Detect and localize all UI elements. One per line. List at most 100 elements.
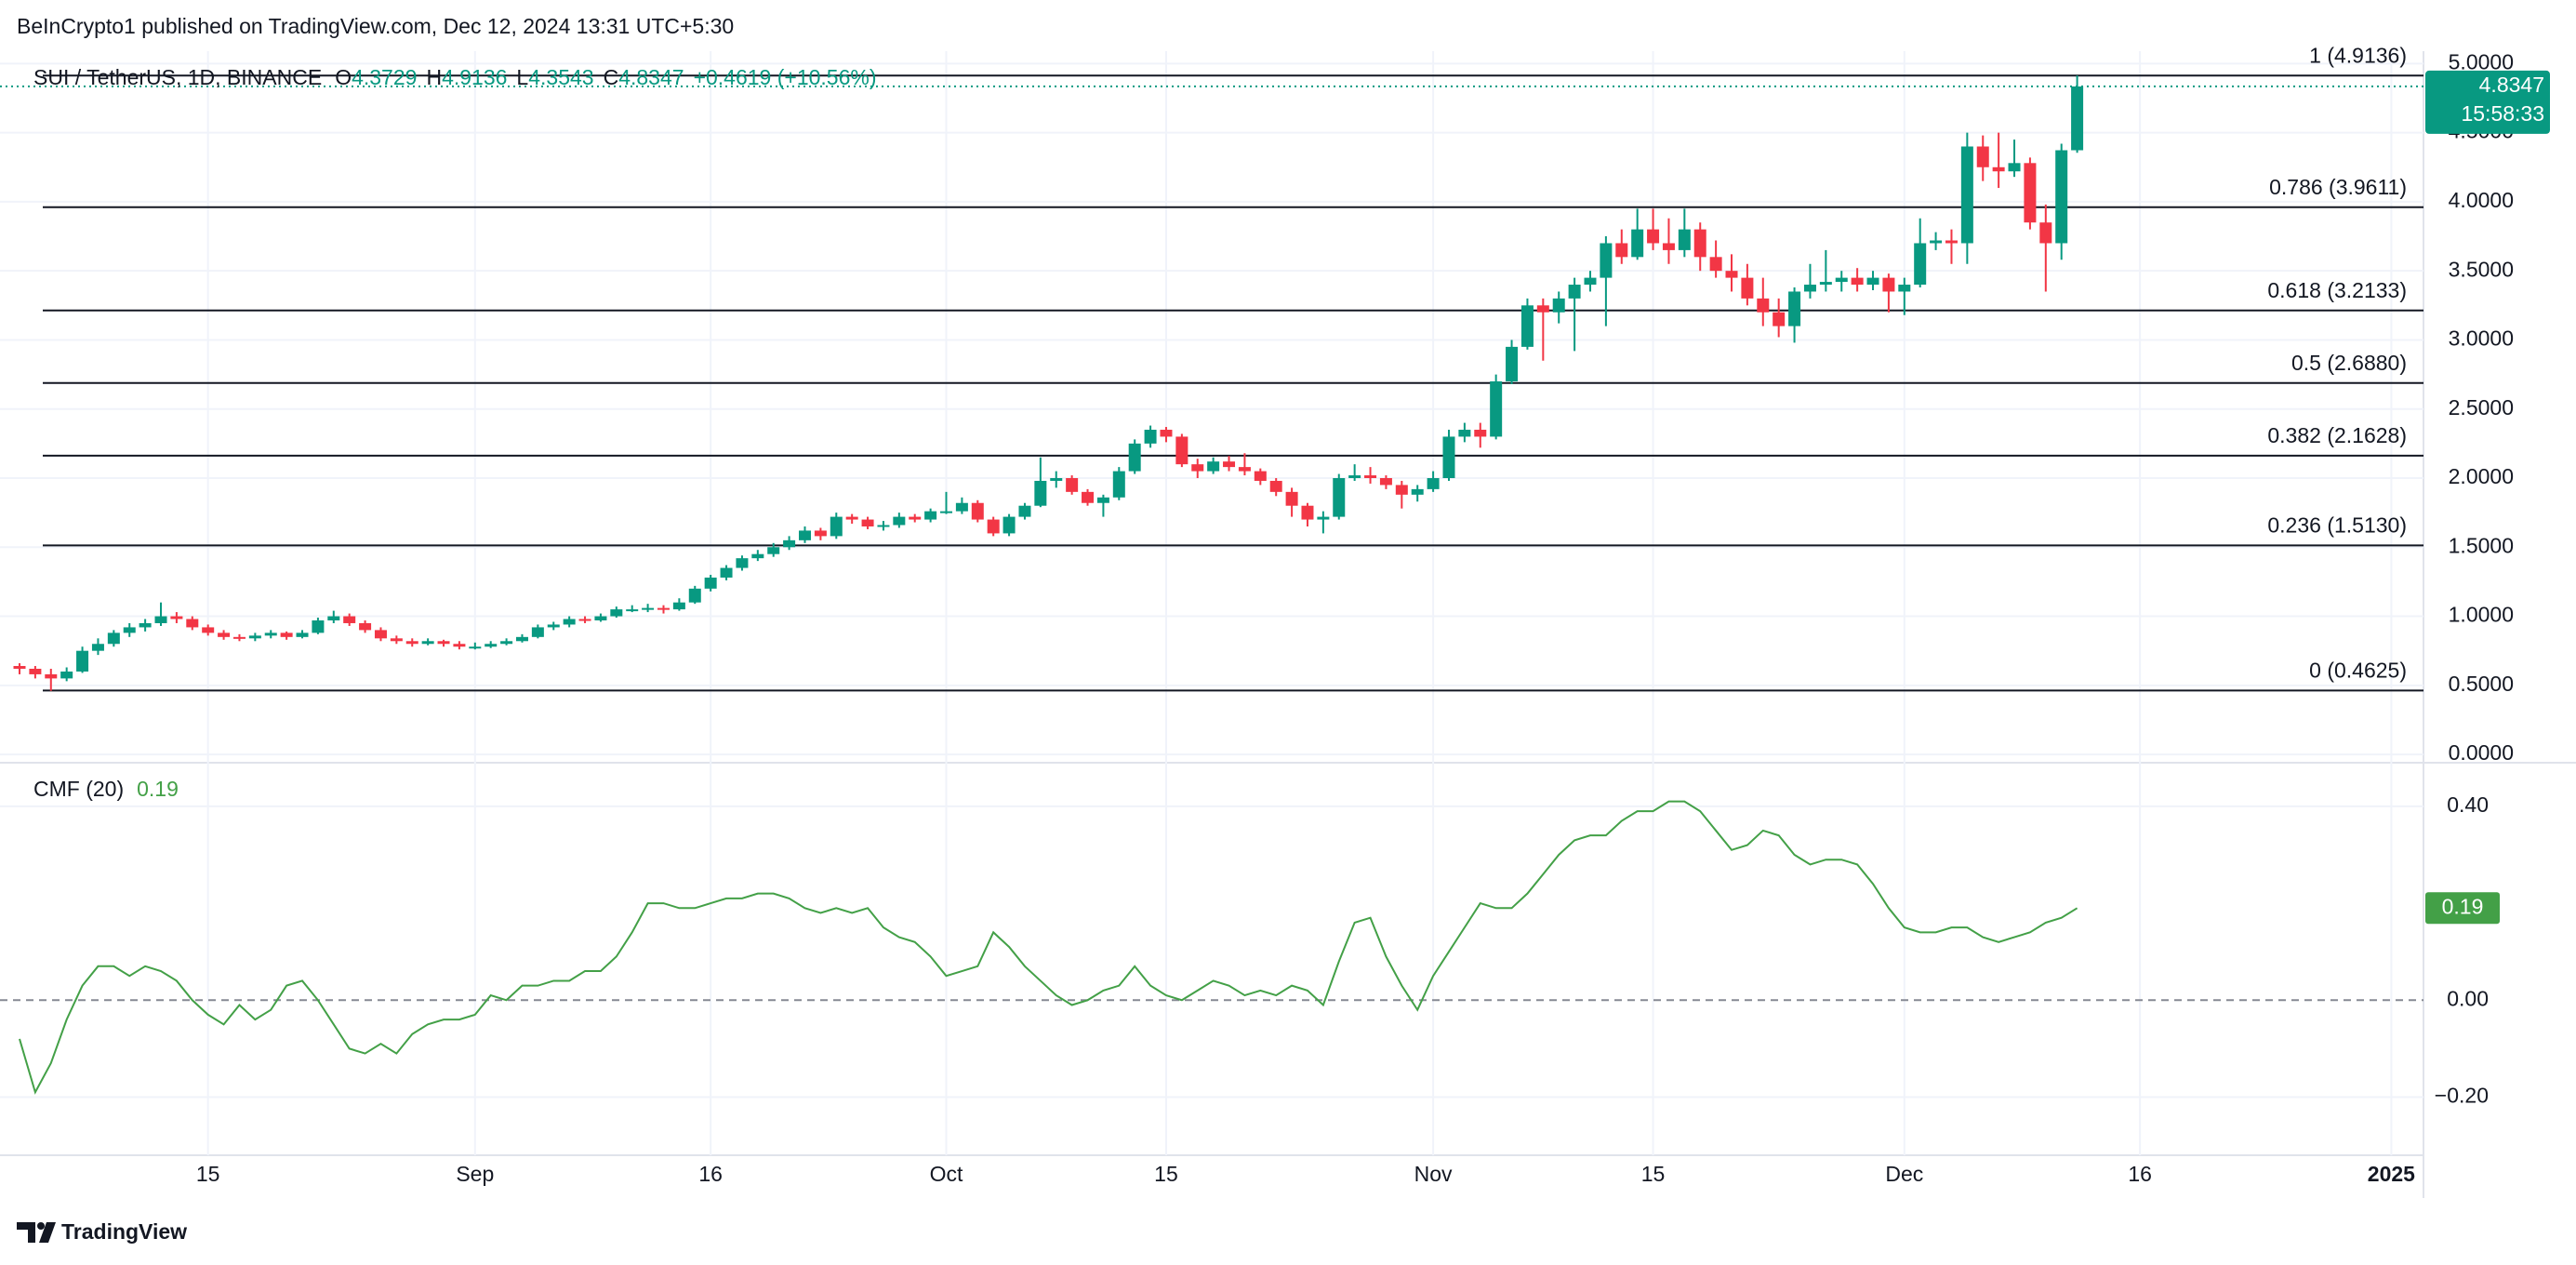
candle-body bbox=[2055, 150, 2068, 244]
candle-body bbox=[374, 630, 387, 639]
fib-label: 1 (4.9136) bbox=[2309, 43, 2407, 67]
candle-body bbox=[1615, 243, 1628, 258]
candle-body bbox=[218, 632, 231, 637]
publisher: BeInCrypto1 published on TradingView.com… bbox=[17, 14, 734, 38]
candle-body bbox=[1191, 464, 1204, 472]
ohlc-value: 4.8347 bbox=[618, 65, 684, 89]
indicator-tag bbox=[2425, 892, 2500, 925]
candle-body bbox=[1379, 478, 1392, 486]
candle-body bbox=[1584, 277, 1597, 286]
footer-brand: TradingView bbox=[61, 1219, 187, 1244]
candle-body bbox=[1741, 277, 1754, 299]
candle-body bbox=[610, 609, 623, 617]
candle-body bbox=[1803, 285, 1816, 292]
candle-body bbox=[893, 516, 906, 526]
candle-body bbox=[1112, 471, 1125, 498]
candle-body bbox=[688, 588, 701, 603]
candle-body bbox=[751, 553, 764, 559]
candle-body bbox=[1144, 430, 1157, 444]
candle-body bbox=[515, 636, 528, 642]
cmf-line bbox=[19, 800, 2078, 1095]
candle-body bbox=[783, 539, 796, 548]
y-tick-label: 3.5000 bbox=[2449, 257, 2514, 281]
candle-body bbox=[186, 619, 199, 628]
candle-body bbox=[1395, 485, 1408, 495]
candle-body bbox=[1898, 285, 1911, 292]
candle-body bbox=[107, 632, 120, 645]
candle-body bbox=[1520, 305, 1534, 347]
candle-body bbox=[547, 624, 560, 628]
x-tick-label: 15 bbox=[196, 1162, 220, 1186]
ohlc-label: O bbox=[335, 65, 352, 89]
y-tick-label: 3.0000 bbox=[2449, 326, 2514, 351]
candle-body bbox=[1757, 298, 1770, 313]
candle-body bbox=[13, 666, 26, 669]
logo-dot bbox=[37, 1222, 45, 1230]
change-label: +0.4619 (+10.56%) bbox=[694, 65, 877, 89]
x-tick-label: 15 bbox=[1641, 1162, 1666, 1186]
candle-body bbox=[343, 616, 356, 623]
candle-body bbox=[1600, 243, 1613, 278]
candle-body bbox=[1882, 277, 1895, 292]
candle-body bbox=[1819, 282, 1832, 286]
candle-body bbox=[154, 616, 167, 623]
candle-body bbox=[1411, 488, 1424, 495]
candle-body bbox=[1693, 229, 1706, 258]
candle-body bbox=[1223, 461, 1236, 468]
candle-body bbox=[814, 530, 827, 537]
candle-body bbox=[563, 619, 576, 625]
fib-label: 0.5 (2.6880) bbox=[2291, 351, 2407, 375]
candle-body bbox=[1034, 480, 1047, 506]
candle-body bbox=[1364, 475, 1377, 478]
x-tick-label: 15 bbox=[1154, 1162, 1178, 1186]
candle-body bbox=[1490, 381, 1503, 437]
candle-body bbox=[1096, 497, 1109, 503]
candle-body bbox=[123, 627, 136, 633]
ohlc-value: 4.9136 bbox=[442, 65, 507, 89]
candle-body bbox=[312, 620, 325, 633]
countdown: 15:58:33 bbox=[2461, 101, 2544, 126]
candle-body bbox=[2039, 222, 2052, 244]
y-tick-label: −0.20 bbox=[2435, 1084, 2489, 1108]
candle-body bbox=[1285, 491, 1298, 506]
candle-body bbox=[248, 635, 261, 639]
symbol-header: SUI / TetherUS, 1D, BINANCE O4.3729 H4.913… bbox=[33, 65, 877, 89]
ohlc-label: C bbox=[604, 65, 619, 89]
candle-body bbox=[2024, 163, 2037, 223]
symbol: SUI / TetherUS, 1D, BINANCE bbox=[33, 65, 322, 89]
y-tick-label: 1.0000 bbox=[2449, 603, 2514, 627]
candle-body bbox=[861, 519, 874, 526]
candle-body bbox=[594, 616, 607, 620]
candle-body bbox=[232, 636, 246, 639]
candle-body bbox=[1709, 257, 1722, 272]
candle-body bbox=[1458, 430, 1471, 437]
candle-body bbox=[940, 511, 953, 513]
candle-body bbox=[1050, 478, 1063, 481]
candle-body bbox=[1568, 285, 1581, 299]
candle-body bbox=[767, 547, 780, 554]
indicator-name: CMF (20) bbox=[33, 777, 124, 801]
candle-body bbox=[642, 607, 655, 610]
candle-body bbox=[1930, 240, 1943, 244]
candle-body bbox=[1725, 271, 1738, 278]
candle-body bbox=[421, 641, 434, 645]
candle-body bbox=[202, 627, 215, 633]
candle-body bbox=[720, 567, 733, 578]
candle-body bbox=[1238, 467, 1251, 472]
ohlc-value: 4.3729 bbox=[352, 65, 417, 89]
x-tick-label: Oct bbox=[930, 1162, 963, 1186]
candle-body bbox=[1207, 461, 1220, 472]
candle-body bbox=[91, 644, 104, 651]
candle-body bbox=[987, 519, 1000, 534]
x-tick-label: Nov bbox=[1414, 1162, 1453, 1186]
x-tick-label: 16 bbox=[698, 1162, 723, 1186]
candle-body bbox=[1474, 430, 1487, 437]
candle-body bbox=[1662, 243, 1675, 250]
candle-body bbox=[1003, 516, 1016, 534]
candle-body bbox=[830, 516, 843, 537]
candle-body bbox=[280, 632, 293, 637]
fib-label: 0.618 (3.2133) bbox=[2267, 278, 2407, 302]
fib-label: 0.786 (3.9611) bbox=[2269, 175, 2407, 199]
